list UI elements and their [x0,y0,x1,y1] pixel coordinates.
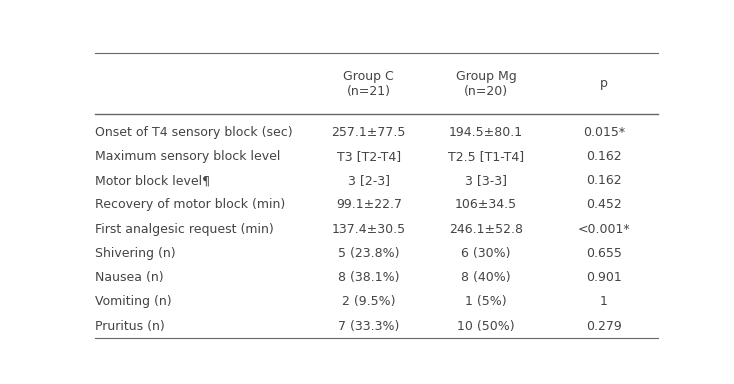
Text: 0.901: 0.901 [586,271,622,284]
Text: 0.655: 0.655 [586,247,622,260]
Text: First analgesic request (min): First analgesic request (min) [95,223,273,236]
Text: Onset of T4 sensory block (sec): Onset of T4 sensory block (sec) [95,126,292,139]
Text: 257.1±77.5: 257.1±77.5 [332,126,406,139]
Text: p: p [600,77,608,90]
Text: Maximum sensory block level: Maximum sensory block level [95,150,280,163]
Text: 0.015*: 0.015* [583,126,625,139]
Text: Recovery of motor block (min): Recovery of motor block (min) [95,199,285,211]
Text: Group C
(n=21): Group C (n=21) [344,70,394,98]
Text: 137.4±30.5: 137.4±30.5 [332,223,406,236]
Text: T2.5 [T1-T4]: T2.5 [T1-T4] [448,150,524,163]
Text: 0.162: 0.162 [586,174,622,187]
Text: 0.452: 0.452 [586,199,622,211]
Text: 8 (38.1%): 8 (38.1%) [338,271,399,284]
Text: 1 (5%): 1 (5%) [465,295,506,308]
Text: Vomiting (n): Vomiting (n) [95,295,171,308]
Text: 8 (40%): 8 (40%) [461,271,511,284]
Text: 6 (30%): 6 (30%) [461,247,511,260]
Text: 99.1±22.7: 99.1±22.7 [335,199,401,211]
Text: Shivering (n): Shivering (n) [95,247,175,260]
Text: Nausea (n): Nausea (n) [95,271,163,284]
Text: 3 [2-3]: 3 [2-3] [348,174,390,187]
Text: 194.5±80.1: 194.5±80.1 [449,126,523,139]
Text: Group Mg
(n=20): Group Mg (n=20) [456,70,516,98]
Text: 0.162: 0.162 [586,150,622,163]
Text: 5 (23.8%): 5 (23.8%) [338,247,399,260]
Text: 3 [3-3]: 3 [3-3] [465,174,507,187]
Text: Motor block level¶: Motor block level¶ [95,174,210,187]
Text: 106±34.5: 106±34.5 [455,199,517,211]
Text: <0.001*: <0.001* [578,223,630,236]
Text: 246.1±52.8: 246.1±52.8 [449,223,523,236]
Text: 2 (9.5%): 2 (9.5%) [342,295,396,308]
Text: T3 [T2-T4]: T3 [T2-T4] [337,150,401,163]
Text: 1: 1 [600,295,608,308]
Text: 0.279: 0.279 [586,319,622,333]
Text: 7 (33.3%): 7 (33.3%) [338,319,399,333]
Text: Pruritus (n): Pruritus (n) [95,319,164,333]
Text: 10 (50%): 10 (50%) [457,319,515,333]
